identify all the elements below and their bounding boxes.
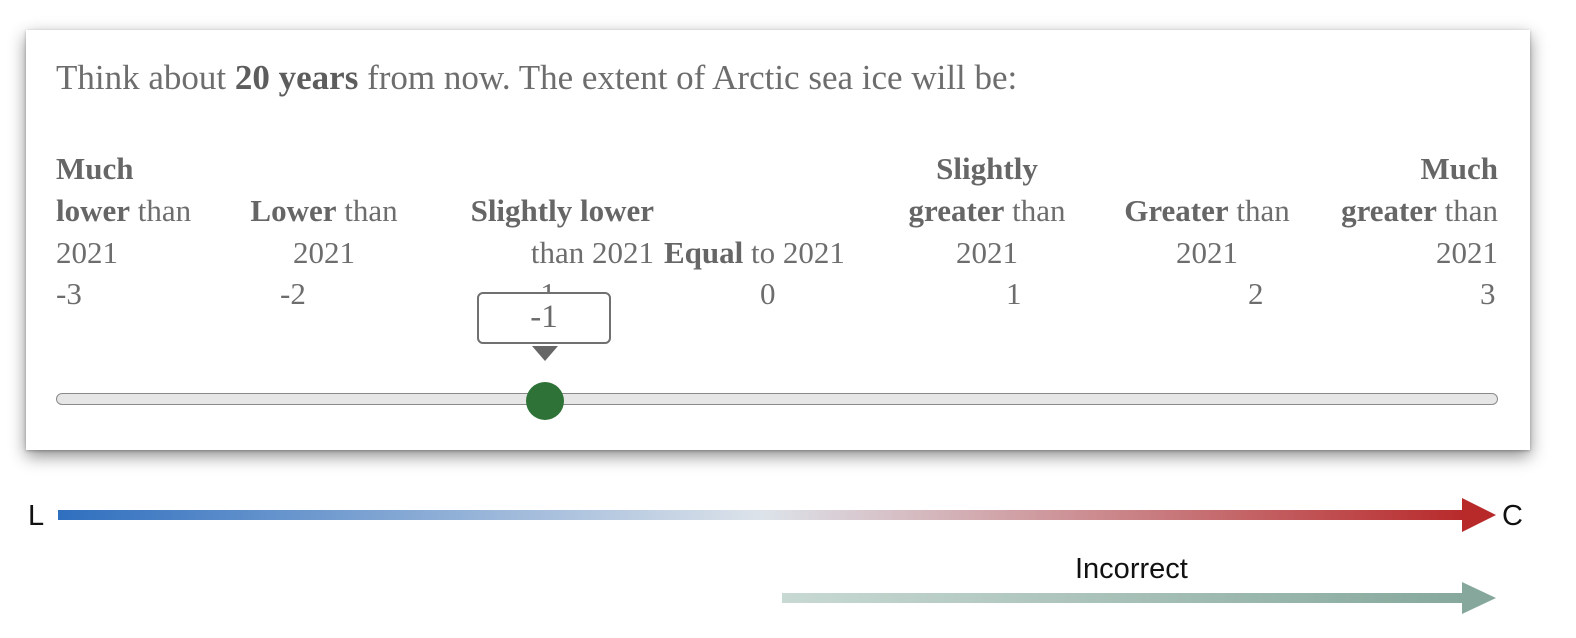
- scale-value-2: 2: [1248, 276, 1264, 311]
- axis-left-label: L: [28, 500, 45, 532]
- scale-value-3: 3: [1480, 276, 1496, 311]
- slider-thumb[interactable]: [526, 382, 564, 420]
- scale-value-1: 1: [1006, 276, 1022, 311]
- scale-label-lower: Lower than 2021: [250, 193, 398, 270]
- scale-value-0: 0: [760, 276, 776, 311]
- scale-label-equal: Equal to 2021: [664, 235, 845, 270]
- question-card: Think about 20 years from now. The exten…: [26, 30, 1530, 450]
- slider-track[interactable]: [56, 393, 1498, 405]
- scale-value-minus-2: -2: [280, 276, 306, 311]
- incorrect-arrow-head-icon: [1462, 582, 1496, 614]
- tooltip-pointer-icon: [532, 346, 558, 361]
- scale-value-minus-3: -3: [56, 276, 82, 311]
- scale-label-much-greater: Much greater than 2021: [1341, 151, 1498, 270]
- question-text: Think about 20 years from now. The exten…: [56, 58, 1018, 97]
- scale-label-slightly-greater: Slightly greater than 2021: [908, 151, 1066, 270]
- axis-right-label: C: [1502, 500, 1523, 532]
- slider-value-tooltip: -1: [477, 292, 611, 344]
- lc-arrow-shaft: [58, 510, 1468, 520]
- incorrect-label: Incorrect: [1075, 553, 1188, 585]
- lc-arrow-head-icon: [1462, 498, 1496, 532]
- scale-label-greater: Greater than 2021: [1124, 193, 1290, 270]
- scale-label-much-lower: Much lower than 2021: [56, 151, 192, 270]
- incorrect-arrow-shaft: [782, 593, 1466, 603]
- scale-label-slightly-lower: Slightly lower than 2021: [470, 193, 654, 270]
